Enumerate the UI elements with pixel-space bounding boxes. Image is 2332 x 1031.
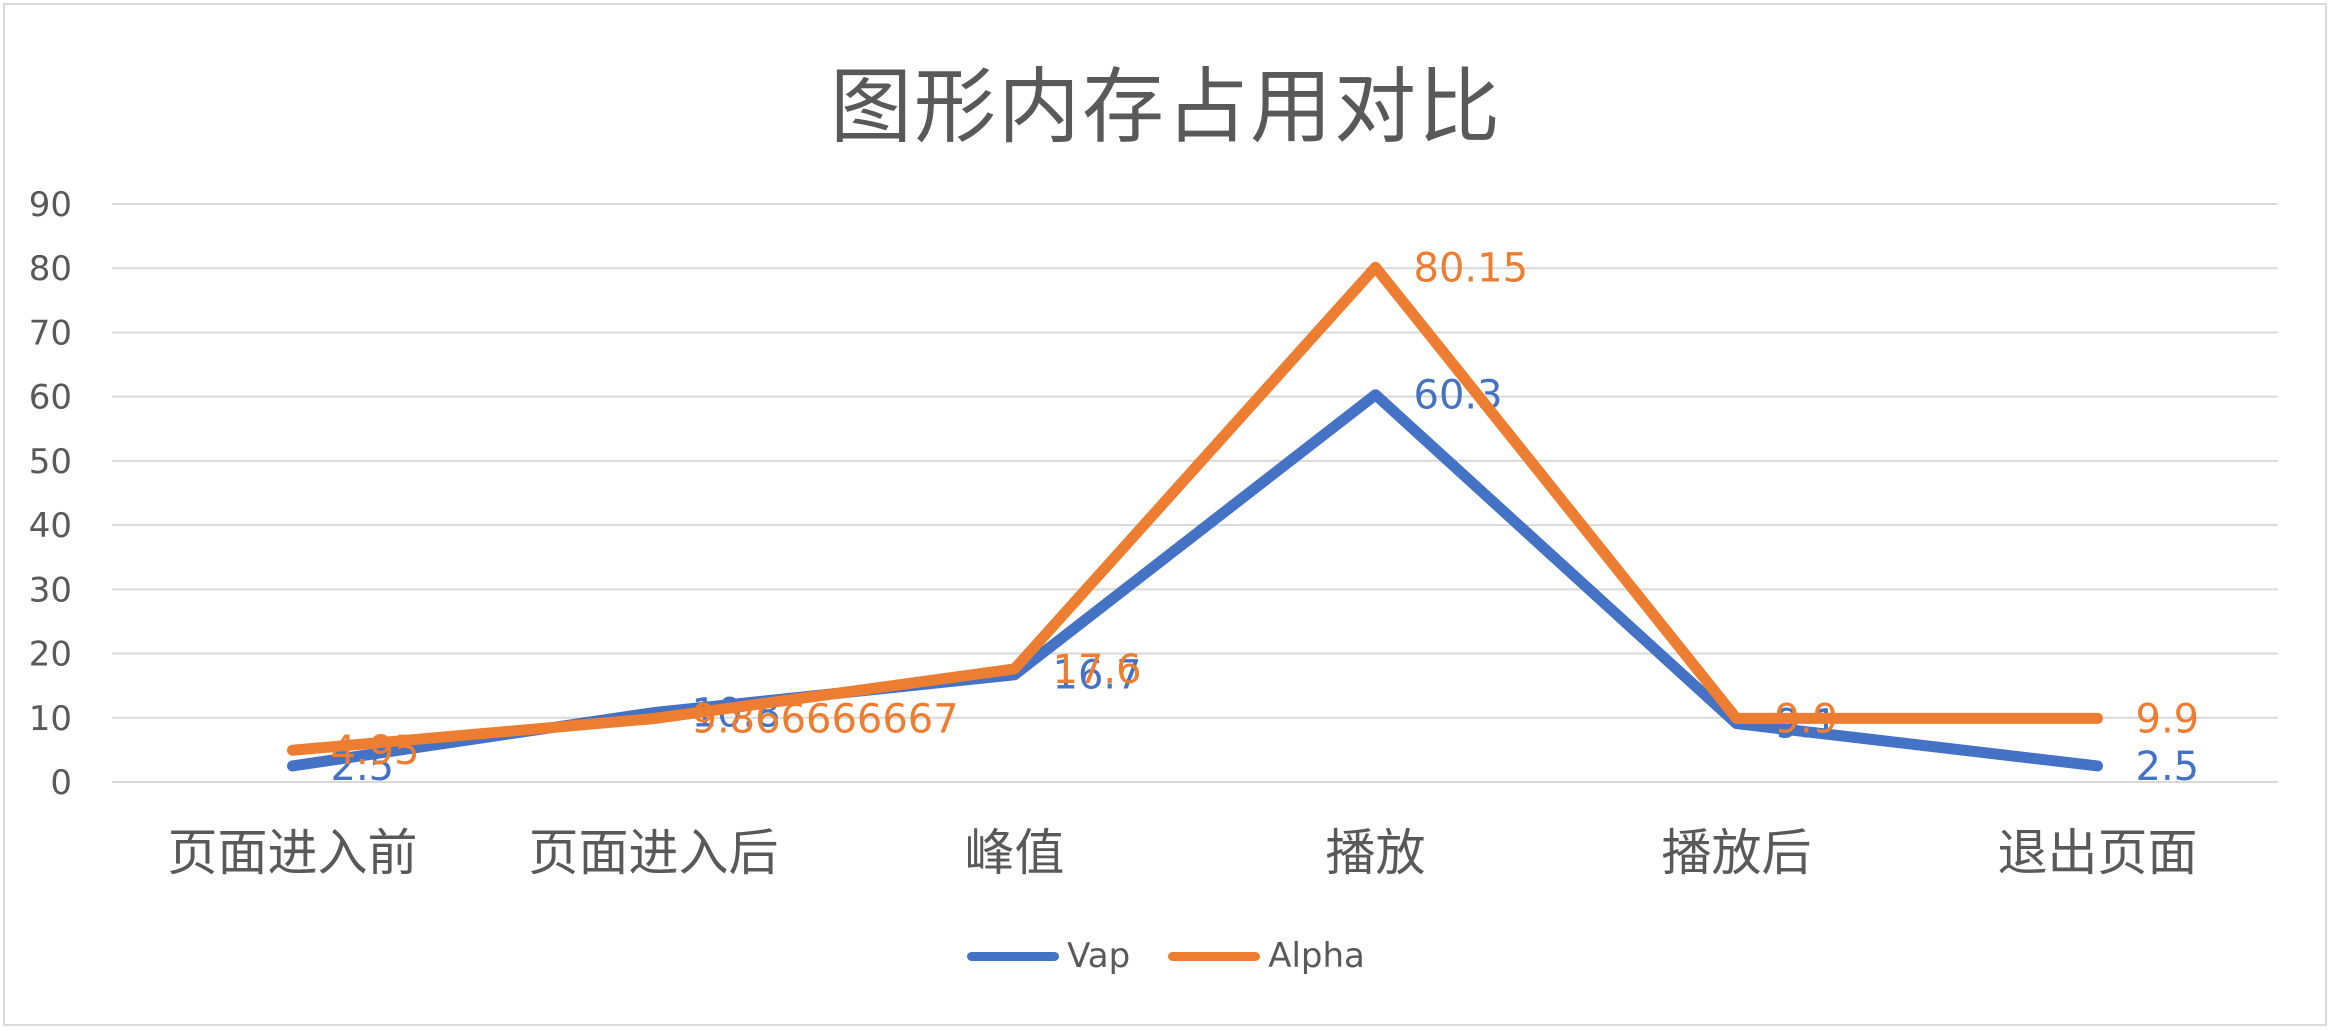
x-tick-label: 页面进入后	[529, 824, 779, 882]
y-tick-label: 60	[29, 378, 72, 418]
data-label-vap: 16.7	[1053, 653, 1142, 699]
legend-label: Vap	[1067, 936, 1131, 976]
data-label-vap: 2.5	[2136, 744, 2200, 790]
legend-item-alpha: Alpha	[1168, 936, 1365, 976]
legend-label: Alpha	[1268, 936, 1365, 976]
x-tick-label: 峰值	[965, 824, 1065, 882]
y-tick-label: 30	[29, 570, 72, 610]
legend-item-vap: Vap	[967, 936, 1130, 976]
x-tick-label: 播放后	[1662, 824, 1812, 882]
y-tick-label: 10	[29, 699, 72, 739]
y-tick-label: 20	[29, 635, 72, 675]
y-tick-label: 50	[29, 442, 72, 482]
y-tick-label: 0	[50, 763, 72, 803]
chart-frame	[3, 3, 2327, 1026]
data-label-alpha: 9.9	[1775, 696, 1839, 742]
data-label-alpha: 80.15	[1414, 245, 1529, 291]
chart-legend: Vap Alpha	[0, 936, 2332, 976]
x-tick-label: 退出页面	[1998, 824, 2198, 882]
legend-swatch	[1168, 951, 1261, 961]
y-tick-label: 70	[29, 313, 72, 353]
legend-swatch	[967, 951, 1060, 961]
data-label-alpha: 17.6	[1053, 647, 1142, 693]
data-label-vap: 9.1	[1775, 702, 1839, 748]
data-label-alpha: 4.95	[331, 728, 420, 774]
chart-title: 图形内存占用对比	[829, 60, 1502, 155]
y-tick-label: 80	[29, 249, 72, 289]
series-line-alpha	[287, 261, 2103, 756]
x-tick-label: 页面进入前	[168, 824, 418, 882]
data-label-vap: 2.5	[331, 744, 395, 790]
y-tick-label: 40	[29, 506, 72, 546]
y-tick-label: 90	[29, 185, 72, 225]
data-label-alpha: 9.9	[2136, 696, 2200, 742]
data-label-alpha: 9.866666667	[692, 697, 959, 743]
x-tick-label: 播放	[1326, 824, 1426, 882]
